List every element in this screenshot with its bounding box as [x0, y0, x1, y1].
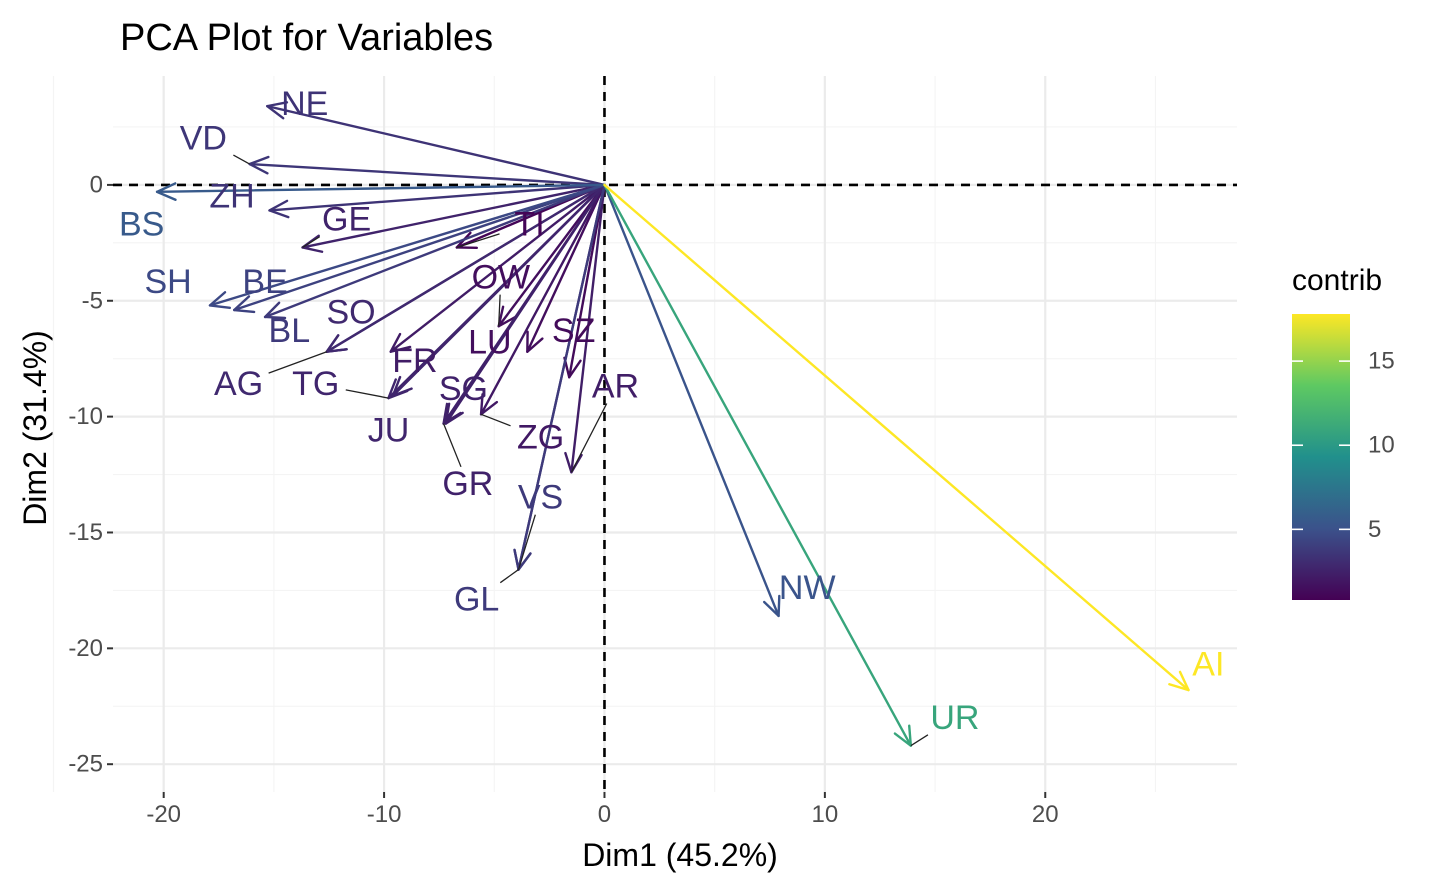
variable-label-ar: AR — [592, 367, 639, 405]
y-tick-label: -25 — [68, 751, 103, 778]
variable-label-zh: ZH — [209, 177, 254, 215]
legend-ticks: 5 10 15 — [1292, 348, 1395, 543]
leader-line-tg — [345, 389, 389, 399]
arrow-ne — [266, 101, 606, 187]
arrow-bl — [263, 183, 606, 320]
variable-labels: NE VD ZH BS GE SH BE BL SO AG TG FR JU SG GR ZG OW LU SZ AR… — [119, 85, 1224, 737]
variable-label-tg: TG — [292, 365, 339, 403]
arrow-vd — [248, 155, 606, 187]
x-axis-title: Dim1 (45.2%) — [582, 837, 778, 873]
variable-label-ur: UR — [930, 699, 979, 737]
variable-label-ow: OW — [472, 259, 531, 297]
arrow-sz — [563, 183, 606, 379]
arrow-lu — [526, 183, 606, 353]
leader-line-vs — [517, 514, 536, 570]
variable-label-ne: NE — [281, 85, 328, 123]
variable-arrows — [155, 101, 1190, 747]
leader-line-gr — [442, 423, 462, 468]
contrib-legend: contrib 5 10 15 — [1292, 264, 1395, 600]
y-axis-tick-labels: 0 -5 -10 -15 -20 -25 — [68, 171, 103, 777]
leader-line-ag — [268, 351, 328, 374]
x-tick-label: 0 — [598, 801, 611, 828]
leader-line-ge — [302, 236, 321, 249]
variable-label-gr: GR — [442, 465, 493, 503]
leader-line-ur — [910, 734, 929, 747]
y-tick-label: -5 — [82, 287, 103, 314]
variable-label-gl: GL — [454, 581, 499, 619]
legend-colorbar — [1292, 314, 1350, 600]
chart-title: PCA Plot for Variables — [120, 17, 493, 59]
leader-line-ow — [498, 294, 501, 327]
x-tick-label: -20 — [146, 801, 181, 828]
label-leader-lines — [233, 154, 929, 747]
legend-tick-label: 15 — [1368, 348, 1395, 375]
variable-label-ag: AG — [214, 365, 263, 403]
variable-label-bl: BL — [269, 312, 311, 350]
variable-label-zg: ZG — [517, 418, 564, 456]
variable-label-sh: SH — [144, 263, 191, 301]
y-tick-label: -15 — [68, 519, 103, 546]
y-tick-label: 0 — [90, 171, 103, 198]
x-tick-label: 20 — [1032, 801, 1059, 828]
y-tick-label: -20 — [68, 635, 103, 662]
leader-line-ti — [456, 233, 500, 249]
legend-tick-label: 5 — [1368, 516, 1381, 543]
variable-label-ti: TI — [514, 205, 544, 243]
variable-label-fr: FR — [392, 342, 437, 380]
variable-label-sg: SG — [439, 370, 488, 408]
legend-tick-label: 10 — [1368, 432, 1395, 459]
arrow-ur — [603, 183, 913, 747]
variable-label-be: BE — [242, 263, 287, 301]
leader-line-ar — [570, 403, 608, 473]
leader-line-vd — [233, 154, 250, 165]
y-axis-title: Dim2 (31.4%) — [17, 330, 53, 526]
variable-label-bs: BS — [119, 205, 164, 243]
variable-label-nw: NW — [779, 569, 836, 607]
x-axis-tick-labels: -20 -10 0 10 20 — [146, 801, 1058, 828]
variable-label-vs: VS — [518, 479, 563, 517]
variable-label-ai: AI — [1192, 646, 1224, 684]
leader-line-gl — [499, 569, 519, 584]
variable-label-ju: JU — [368, 412, 410, 450]
reference-lines — [113, 76, 1237, 792]
arrow-nw — [603, 183, 781, 618]
arrow-zh — [268, 183, 606, 219]
leader-line-zg — [480, 413, 511, 427]
axis-ticks — [107, 183, 1047, 798]
major-gridlines — [113, 76, 1237, 792]
arrow-fr — [389, 183, 606, 353]
arrow-ai — [603, 183, 1190, 692]
x-tick-label: 10 — [812, 801, 839, 828]
variable-label-ge: GE — [322, 201, 371, 239]
arrow-bs — [155, 182, 606, 201]
arrow-sh — [208, 183, 606, 310]
variable-label-vd: VD — [180, 120, 227, 158]
y-tick-label: -10 — [68, 403, 103, 430]
minor-gridlines — [52, 76, 1237, 792]
variable-label-sz: SZ — [552, 312, 595, 350]
arrow-be — [233, 183, 606, 314]
legend-title: contrib — [1292, 264, 1382, 297]
arrow-ju — [391, 183, 606, 397]
variable-label-so: SO — [326, 293, 375, 331]
x-tick-label: -10 — [367, 801, 402, 828]
variable-label-lu: LU — [468, 323, 511, 361]
